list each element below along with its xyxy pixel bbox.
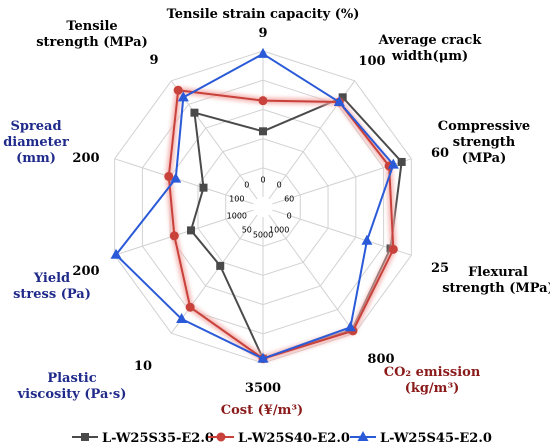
outer-tick-compressive: 60 (431, 146, 449, 161)
data-point-triangle (361, 234, 373, 245)
legend-item: L-W25S40-E2.0 (208, 431, 350, 446)
inner-tick-label: 100 (229, 194, 244, 203)
legend-marker-square (81, 433, 89, 441)
inner-tick-label: 0 (287, 212, 292, 221)
inner-tick-label: 0 (260, 175, 265, 184)
grid-spoke (268, 214, 356, 334)
series-L-W25S45-E2.0 (110, 47, 399, 363)
legend-item: L-W25S45-E2.0 (350, 431, 492, 446)
data-point-triangle (257, 47, 269, 58)
axis-title-cost: Cost (¥/m³) (221, 403, 303, 418)
data-point-triangle (176, 313, 188, 324)
data-point-triangle (177, 91, 189, 102)
outer-tick-spread: 200 (72, 151, 99, 166)
radar-series (110, 47, 406, 364)
data-point-square (199, 183, 208, 192)
outer-tick-cost: 3500 (245, 381, 281, 396)
legend-marker-circle (216, 432, 226, 442)
inner-tick-label: 5000 (253, 231, 273, 240)
inner-tick-label: 0 (244, 181, 249, 190)
outer-tick-labels: 9 100 60 25 800 3500 10 200 200 9 (72, 26, 449, 396)
data-point-circle (164, 171, 174, 181)
data-point-circle (388, 244, 398, 254)
outer-tick-tensile_strength: 9 (149, 53, 158, 68)
outer-tick-co2: 800 (367, 352, 394, 367)
axis-title-flexural: Flexural strength (MPa) (442, 265, 550, 296)
legend-label: L-W25S35-E2.0 (102, 431, 214, 446)
axis-title-co2: CO₂ emission (kg/m³) (384, 365, 481, 396)
legend-item: L-W25S35-E2.0 (72, 431, 214, 446)
data-point-square (216, 261, 225, 270)
grid-spoke (114, 158, 254, 205)
data-point-triangle (257, 352, 269, 363)
axis-title-tensile_strength: Tensile strength (MPa) (36, 19, 148, 50)
data-point-triangle (344, 321, 356, 332)
data-point-square (259, 127, 267, 136)
inner-tick-label: 60 (284, 194, 294, 203)
data-point-triangle (333, 96, 345, 107)
axis-title-tensile_strain: Tensile strain capacity (%) (167, 7, 360, 22)
inner-tick-label: 1000 (227, 212, 247, 221)
axis-title-crack_width: Average crack width(μm) (378, 33, 483, 64)
data-point-square (397, 157, 406, 166)
axis-title-spread: Spread diameter (mm) (3, 119, 69, 166)
axis-titles: Tensile strain capacity (%) Average crack… (3, 7, 550, 418)
data-point-square (187, 226, 196, 235)
data-point-circle (185, 302, 195, 312)
legend: L-W25S35-E2.0 L-W25S40-E2.0 L-W25S45-E2.0 (72, 431, 492, 446)
grid-spoke (170, 214, 258, 334)
data-point-circle (173, 85, 183, 95)
data-point-triangle (387, 158, 399, 169)
legend-label: L-W25S40-E2.0 (238, 431, 350, 446)
data-point-circle (169, 231, 179, 241)
outer-tick-tensile_strain: 9 (258, 26, 267, 41)
inner-tick-label: 0 (277, 181, 282, 190)
axis-title-yield_stress: Yield stress (Pa) (13, 271, 91, 302)
grid-spoke (114, 209, 254, 256)
data-point-triangle (110, 248, 122, 259)
axis-title-plastic_viscosity: Plastic viscosity (Pa·s) (17, 371, 127, 402)
outer-tick-crack_width: 100 (358, 54, 385, 69)
axis-title-compressive: Compressive strength (MPa) (438, 119, 530, 166)
inner-tick-label: 50 (242, 225, 252, 234)
outer-tick-plastic_viscosity: 10 (134, 359, 152, 374)
data-point-square (338, 93, 347, 102)
data-point-square (190, 108, 199, 117)
series-L-W25S35-E2.0 (187, 93, 406, 363)
data-point-circle (258, 96, 268, 106)
legend-label: L-W25S45-E2.0 (380, 431, 492, 446)
legend-marker-triangle (357, 431, 369, 441)
inner-tick-label: 1000 (269, 225, 289, 234)
outer-tick-yield_stress: 200 (72, 264, 99, 279)
data-point-triangle (170, 172, 182, 183)
outer-tick-flexural: 25 (431, 261, 449, 276)
